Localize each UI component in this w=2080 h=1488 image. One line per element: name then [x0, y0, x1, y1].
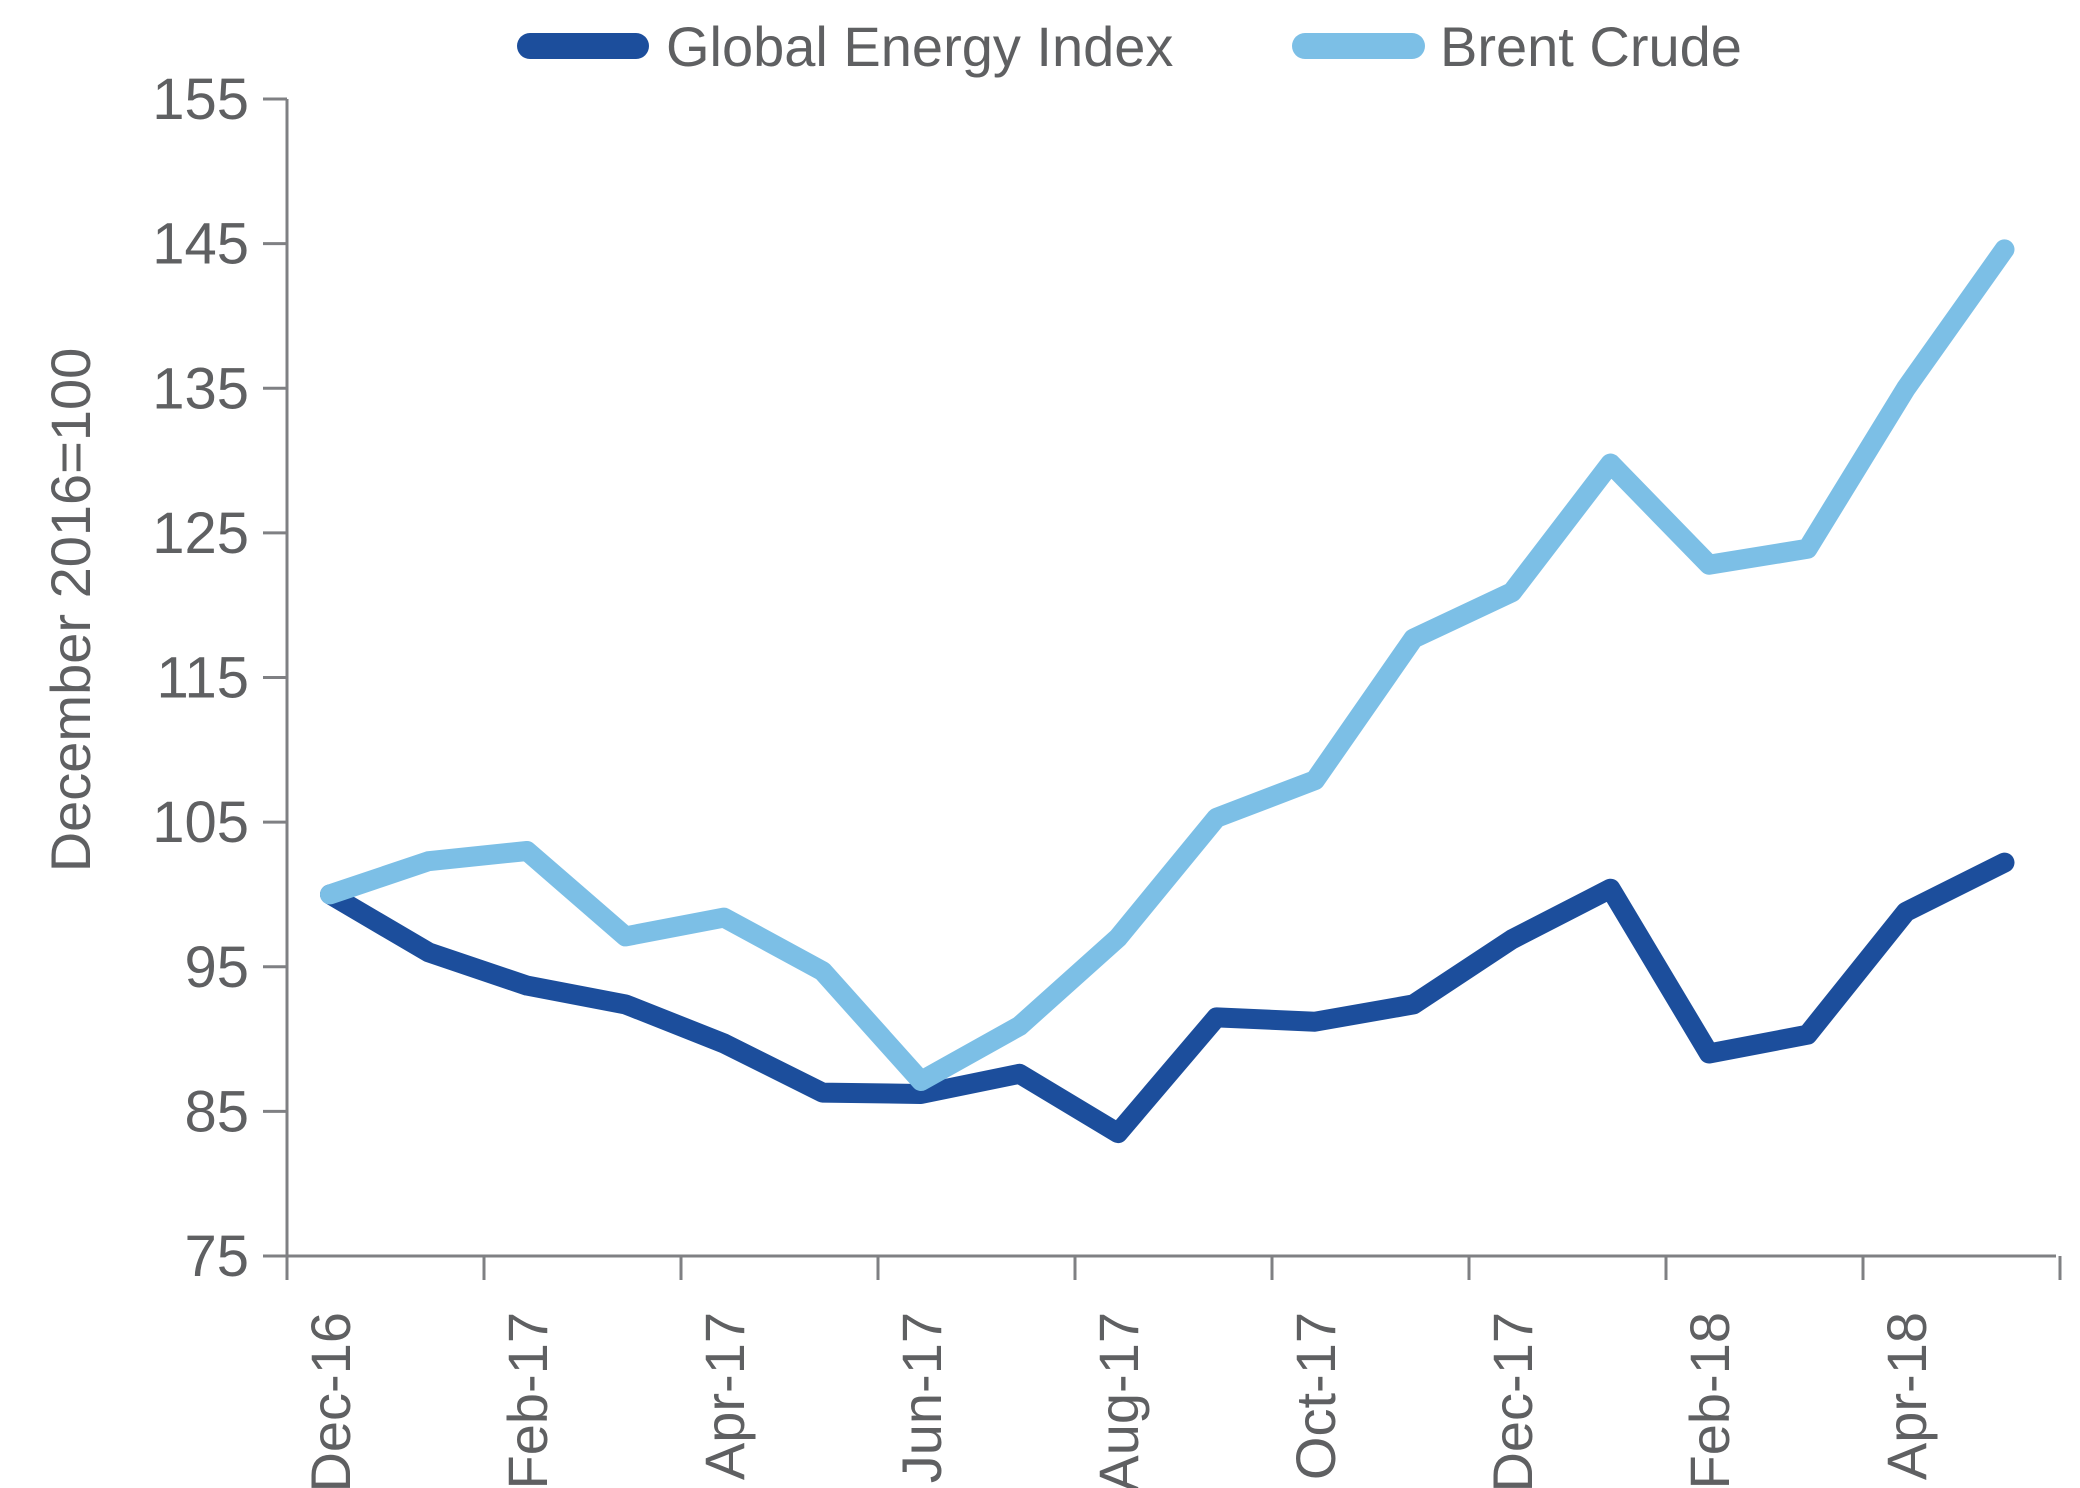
y-tick-label: 75 [184, 1224, 249, 1289]
y-tick-label: 125 [152, 501, 249, 566]
x-tick-label: Jun-17 [890, 1312, 953, 1483]
legend: Global Energy Index Brent Crude [517, 15, 1742, 78]
y-tick-label: 145 [152, 212, 249, 277]
x-tick-label: Dec-17 [1481, 1312, 1544, 1488]
x-tick-label: Feb-17 [496, 1312, 559, 1488]
series-lines [320, 239, 2015, 1144]
y-tick-label: 105 [152, 790, 249, 855]
legend-label: Brent Crude [1440, 15, 1742, 78]
x-axis-ticks: Dec-16 Feb-17 Apr-17 Jun-17 Aug-17 Oct-17 Dec-… [285, 1256, 2062, 1488]
y-axis-title: December 2016=100 [39, 348, 102, 873]
y-axis-ticks: 155 145 135 125 115 105 95 85 75 [152, 67, 287, 1289]
x-tick-label: Dec-16 [299, 1312, 362, 1488]
x-tick-label: Feb-18 [1678, 1312, 1741, 1488]
y-tick-label: 95 [184, 935, 249, 1000]
series-line-global-energy-index [320, 852, 2015, 1144]
y-axis-title-group: December 2016=100 [39, 348, 102, 873]
x-tick-label: Apr-18 [1875, 1312, 1938, 1480]
y-tick-label: 155 [152, 67, 249, 132]
y-tick-label: 85 [184, 1079, 249, 1144]
y-tick-label: 115 [157, 646, 249, 711]
y-tick-label: 135 [152, 356, 249, 421]
x-tick-label: Oct-17 [1284, 1312, 1347, 1480]
x-tick-label: Apr-17 [693, 1312, 756, 1480]
legend-label: Global Energy Index [666, 15, 1173, 78]
x-tick-label: Aug-17 [1087, 1312, 1150, 1488]
series-line-brent-crude [320, 239, 2015, 1091]
